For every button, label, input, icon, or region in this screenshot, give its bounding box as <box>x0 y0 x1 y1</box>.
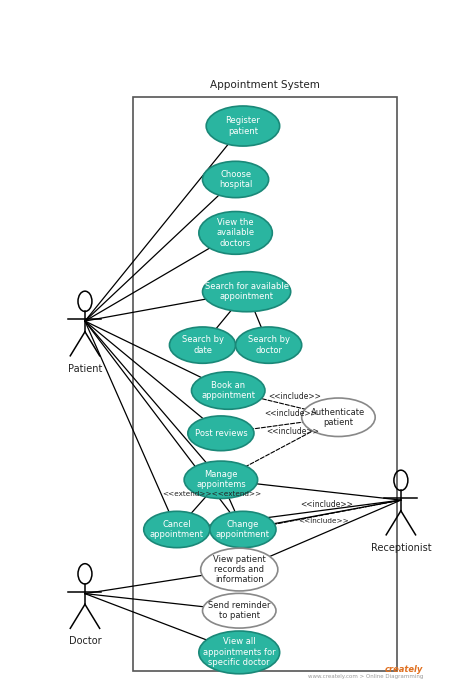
Ellipse shape <box>202 271 291 312</box>
Ellipse shape <box>236 327 301 363</box>
Ellipse shape <box>170 327 236 363</box>
Text: Appointment System: Appointment System <box>210 81 320 90</box>
Text: Book an
appointment: Book an appointment <box>201 381 255 400</box>
Text: www.creately.com > Online Diagramming: www.creately.com > Online Diagramming <box>308 674 423 679</box>
Text: View the
available
doctors: View the available doctors <box>217 218 255 248</box>
Ellipse shape <box>202 161 269 198</box>
Text: creately: creately <box>384 665 423 674</box>
Text: <<include>>: <<include>> <box>268 392 321 401</box>
Text: Doctor: Doctor <box>69 636 101 646</box>
Ellipse shape <box>191 372 265 409</box>
Ellipse shape <box>199 212 272 254</box>
Ellipse shape <box>188 416 254 450</box>
Text: Search by
date: Search by date <box>182 335 224 355</box>
Ellipse shape <box>301 398 375 437</box>
Text: Receptionist: Receptionist <box>371 543 431 553</box>
Ellipse shape <box>201 548 278 591</box>
Ellipse shape <box>144 511 210 548</box>
Ellipse shape <box>199 631 280 674</box>
Text: <<include>>: <<include>> <box>300 500 353 509</box>
Text: Search by
doctor: Search by doctor <box>247 335 290 355</box>
Text: <<extend>><<extend>>: <<extend>><<extend>> <box>162 491 261 498</box>
Text: Manage
appointems: Manage appointems <box>196 470 246 489</box>
Ellipse shape <box>206 106 280 146</box>
Text: Register
patient: Register patient <box>226 117 260 136</box>
Text: View patient
records and
information: View patient records and information <box>213 555 265 584</box>
Text: Post reviews: Post reviews <box>194 429 247 438</box>
Ellipse shape <box>184 461 258 498</box>
Text: Send reminder
to patient: Send reminder to patient <box>208 601 271 620</box>
Text: <<include>>: <<include>> <box>298 518 349 524</box>
Text: Choose
hospital: Choose hospital <box>219 170 252 189</box>
Text: Change
appointment: Change appointment <box>216 520 270 539</box>
Text: Search for available
appointment: Search for available appointment <box>205 282 289 301</box>
Text: Patient: Patient <box>68 364 102 374</box>
Text: Cancel
appointment: Cancel appointment <box>150 520 204 539</box>
FancyBboxPatch shape <box>133 96 397 671</box>
Text: Authenticate
patient: Authenticate patient <box>311 407 365 427</box>
Ellipse shape <box>210 511 276 548</box>
Text: <<include>>: <<include>> <box>266 428 319 437</box>
Ellipse shape <box>202 593 276 628</box>
Text: <<include>>: <<include>> <box>264 409 318 418</box>
Text: View all
appointments for
specific doctor: View all appointments for specific docto… <box>203 638 275 668</box>
